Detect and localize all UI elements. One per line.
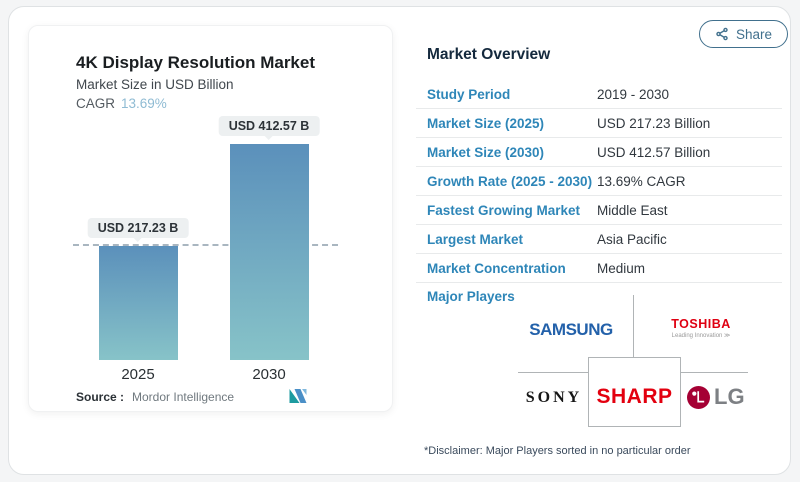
source-value: Mordor Intelligence (132, 390, 235, 404)
share-button[interactable]: Share (699, 20, 789, 48)
major-players-label: Major Players (427, 289, 515, 304)
bar-2025[interactable] (99, 246, 178, 360)
sony-logo: SONY (525, 389, 583, 406)
org-chart-horizontal-line-left (518, 372, 588, 373)
sharp-logo-box (588, 357, 681, 427)
chart-title: 4K Display Resolution Market (76, 53, 316, 72)
row-label: Growth Rate (2025 - 2030) (427, 173, 593, 189)
row-value: Asia Pacific (597, 231, 667, 247)
row-label: Market Concentration (427, 260, 566, 276)
disclaimer-text: *Disclaimer: Major Players sorted in no … (424, 445, 691, 457)
table-row: Growth Rate (2025 - 2030) 13.69% CAGR (416, 167, 782, 196)
lg-wordmark: LG (714, 384, 745, 409)
chart-subtitle: Market Size in USD Billion (76, 77, 234, 92)
row-label: Market Size (2030) (427, 144, 545, 160)
lg-logo: LG (686, 384, 745, 410)
source-label: Source : (76, 390, 125, 404)
lg-face-icon (686, 385, 711, 410)
row-value: Middle East (597, 202, 668, 218)
table-row: Market Concentration Medium (416, 254, 782, 283)
org-chart-vertical-line (633, 295, 634, 357)
table-row: Market Size (2025) USD 217.23 Billion (416, 109, 782, 138)
share-button-label: Share (736, 26, 773, 42)
toshiba-logo: TOSHIBA Leading Innovation ≫ (660, 317, 742, 339)
samsung-logo: SAMSUNG (529, 320, 613, 339)
row-value: USD 412.57 Billion (597, 144, 711, 160)
value-badge-2030: USD 412.57 B (218, 116, 320, 136)
row-label: Market Size (2025) (427, 115, 545, 131)
row-label: Fastest Growing Market (427, 202, 581, 218)
mordor-intelligence-logo (287, 387, 309, 409)
value-badge-2025: USD 217.23 B (87, 218, 189, 238)
org-chart-horizontal-line-right (681, 372, 748, 373)
row-value: USD 217.23 Billion (597, 115, 711, 131)
toshiba-wordmark: TOSHIBA (671, 317, 731, 331)
chart-panel: 4K Display Resolution Market Market Size… (28, 25, 393, 412)
chart-cagr-line: CAGR 13.69% (76, 96, 167, 111)
row-value: 2019 - 2030 (597, 86, 670, 102)
bar-2030[interactable] (230, 144, 309, 360)
table-row: Fastest Growing Market Middle East (416, 196, 782, 225)
x-axis-label-2025: 2025 (121, 366, 155, 383)
cagr-value: 13.69% (121, 96, 167, 111)
row-value: Medium (597, 260, 646, 276)
row-label: Study Period (427, 86, 511, 102)
table-row: Market Size (2030) USD 412.57 Billion (416, 138, 782, 167)
source-row: Source : Mordor Intelligence (76, 390, 234, 404)
reference-dashed-line (73, 244, 338, 246)
table-row: Largest Market Asia Pacific (416, 225, 782, 254)
bar-chart: USD 217.23 B USD 412.57 B (73, 116, 338, 360)
row-label: Largest Market (427, 231, 524, 247)
x-axis-label-2030: 2030 (252, 366, 286, 383)
overview-table: Study Period 2019 - 2030 Market Size (20… (416, 80, 782, 283)
row-value: 13.69% CAGR (597, 173, 686, 189)
table-row: Study Period 2019 - 2030 (416, 80, 782, 109)
sharp-logo: SHARP (596, 385, 673, 408)
overview-heading: Market Overview (427, 46, 551, 63)
share-nodes-icon (715, 27, 729, 41)
toshiba-tagline: Leading Innovation ≫ (671, 333, 731, 339)
cagr-label: CAGR (76, 96, 116, 111)
